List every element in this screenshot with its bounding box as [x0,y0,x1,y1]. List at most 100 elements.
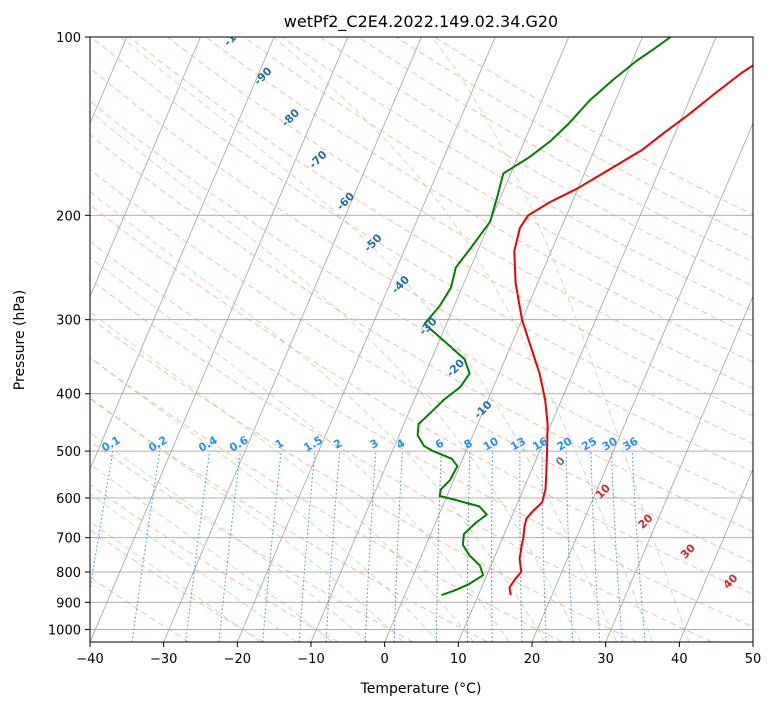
x-tick-label: 40 [671,652,688,667]
reference-line-labels: 0.1 0.2 0.4 0.6 1 1.5 2 3 4 6 8 10 13 16 20 25 30 36-100-… [99,20,741,592]
isotherm-line [90,37,201,298]
y-tick-label: 800 [56,566,81,581]
dry-adiabat-line [90,484,339,642]
moist-adiabat-line [90,356,439,642]
y-tick-label: 600 [56,492,81,507]
isotherm-line [163,37,422,642]
isotherm-line [384,37,643,642]
isotherm-line [605,295,753,642]
moist-adiabat-line [431,37,690,642]
dry-adiabat-label: -40 [389,273,412,296]
mixing-ratio-label: 4 [394,436,407,451]
isotherm-line [678,468,753,642]
x-tick-label: 50 [745,652,762,667]
mixing-ratio-line [185,451,211,642]
temperature-profile-line [508,64,753,596]
dry-adiabat-label: -80 [279,106,302,129]
dry-adiabat-label: -90 [251,64,274,87]
y-tick-label: 100 [56,31,81,46]
dry-adiabat-line [90,241,753,628]
x-tick-label: 0 [381,652,389,667]
mixing-ratio-line [631,451,646,642]
isotherm-line [236,37,496,642]
mixing-ratio-line [565,451,574,642]
isotherm-line [90,37,349,642]
x-tick-label: −10 [297,652,324,667]
mixing-ratio-line [435,451,442,642]
dry-adiabat-line [90,37,753,445]
moist-adiabat-label: 40 [721,571,741,591]
x-tick-label: 20 [524,652,541,667]
mixing-ratio-line [466,451,471,642]
dry-adiabat-line [90,100,753,503]
dry-adiabat-label: -70 [306,148,329,171]
y-axis-label: Pressure (hPa) [12,290,28,390]
dry-adiabat-line [90,576,190,642]
moist-adiabat-line [272,37,654,642]
dry-adiabat-line [90,529,264,642]
mixing-ratio-label: 3 [368,437,381,452]
mixing-ratio-line [590,451,601,642]
dry-adiabat-line [90,278,712,642]
dry-adiabat-label: -50 [361,231,384,254]
dry-adiabat-line [357,37,753,263]
moist-adiabat-line [90,256,510,642]
isotherm-line [90,37,275,471]
y-tick-label: 200 [56,209,81,224]
sounding-series [416,37,753,597]
dry-adiabat-line [434,37,753,216]
x-tick-label: −40 [76,652,103,667]
dry-adiabat-line [90,168,753,564]
moist-adiabat-line [90,396,404,642]
dry-adiabat-line [281,37,753,312]
dry-adiabat-line [90,440,414,642]
dewpoint-profile-line [416,37,672,597]
dry-adiabat-label: -10 [471,398,494,421]
mixing-ratio-line [262,451,282,642]
dry-adiabats [90,37,753,642]
moist-adiabat-line [90,520,261,642]
x-tick-label: 10 [450,652,467,667]
mixing-ratio-line [364,451,377,642]
mixing-ratio-label: 1 [273,437,286,452]
mixing-ratio-lines [90,451,646,642]
x-tick-label: −30 [150,652,177,667]
dry-adiabat-line [90,204,753,595]
dry-adiabat-line [90,356,563,642]
dry-adiabat-line [90,67,753,473]
y-axis-ticks: 100 200 300 400 500 600 700 800 900 1000 [48,31,90,638]
dry-adiabat-line [90,134,753,533]
y-tick-label: 400 [56,388,81,403]
x-tick-label: −20 [224,652,251,667]
chart-title: wetPf2_C2E4.2022.149.02.34.G20 [284,12,558,32]
dry-adiabat-line [129,37,753,417]
skewed-isotherms [90,37,753,642]
plot-frame [89,36,754,643]
moist-adiabat-line [90,191,546,642]
dry-adiabat-label: -100 [221,20,250,49]
moist-adiabat-line [90,310,475,642]
plot-area: 0.1 0.2 0.4 0.6 1 1.5 2 3 4 6 8 10 13 16 20 25 30 36-100-… [90,20,753,642]
dry-adiabat-line [243,37,753,337]
x-axis-ticks: −40 −30 −20 −10 0 10 20 30 40 50 [76,642,761,667]
moist-adiabat-label: 20 [636,511,656,531]
isotherm-line [457,37,717,642]
mixing-ratio-line [90,451,114,593]
moist-adiabat-line [90,493,297,642]
mixing-ratio-line [491,451,494,642]
isotherm-line [752,640,753,642]
dry-adiabat-line [90,397,488,642]
moist-adiabats [90,37,690,642]
y-tick-label: 700 [56,532,81,547]
y-tick-label: 300 [56,314,81,329]
mixing-ratio-line [131,451,161,642]
moist-adiabat-label: 0 [553,454,568,469]
moist-adiabat-label: 30 [678,541,698,561]
mixing-ratio-line [611,451,623,642]
dry-adiabat-line [90,317,638,642]
moist-adiabat-line [90,110,582,642]
x-axis-label: Temperature (°C) [360,681,482,697]
y-tick-label: 1000 [48,623,81,638]
dry-adiabat-label: -60 [334,189,357,212]
